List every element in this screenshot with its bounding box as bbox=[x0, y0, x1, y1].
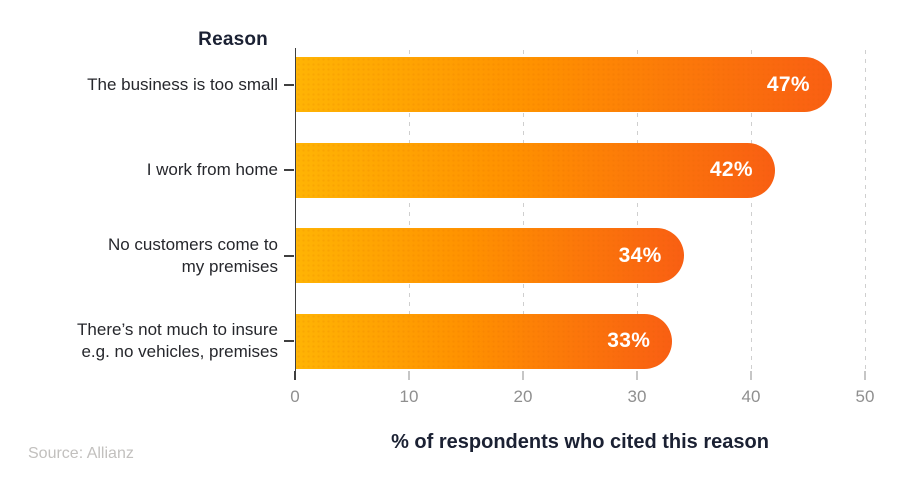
bar-value-label: 47% bbox=[766, 72, 810, 96]
x-tick-label: 50 bbox=[855, 387, 875, 406]
x-axis-tick bbox=[864, 371, 866, 380]
x-axis-tick bbox=[636, 371, 638, 380]
bar-value-label: 42% bbox=[709, 158, 753, 181]
x-axis-tick bbox=[408, 371, 410, 380]
x-tick-label: 30 bbox=[627, 387, 647, 406]
x-axis-tick bbox=[750, 371, 752, 380]
y-axis-line bbox=[294, 48, 296, 379]
category-label: The business is too small bbox=[87, 74, 278, 94]
y-axis-tick bbox=[284, 340, 294, 342]
chart-title: Reason bbox=[198, 29, 268, 50]
y-axis-tick bbox=[284, 254, 294, 257]
bar: 33% bbox=[296, 313, 672, 369]
bar-value-label: 33% bbox=[607, 329, 651, 352]
x-tick-label: 0 bbox=[290, 387, 300, 406]
gridline bbox=[750, 50, 752, 370]
bar: 34% bbox=[296, 228, 684, 283]
gridline bbox=[408, 50, 410, 370]
y-axis-tick bbox=[284, 83, 294, 86]
source-note: Source: Allianz bbox=[28, 445, 134, 462]
y-axis-tick bbox=[284, 169, 294, 171]
x-axis-title: % of respondents who cited this reason bbox=[391, 431, 769, 453]
x-tick-label: 20 bbox=[513, 387, 533, 406]
bar: 47% bbox=[296, 57, 832, 112]
category-label: No customers come to my premises bbox=[107, 234, 278, 276]
x-axis-tick bbox=[294, 371, 296, 380]
x-tick-label: 10 bbox=[399, 387, 419, 406]
bar: 42% bbox=[296, 142, 775, 198]
bar-value-label: 34% bbox=[618, 243, 662, 267]
category-label: There’s not much to insure e.g. no vehic… bbox=[77, 320, 278, 361]
category-label: I work from home bbox=[146, 160, 278, 179]
x-axis-tick bbox=[522, 371, 524, 380]
gridline bbox=[522, 50, 524, 370]
gridline bbox=[864, 50, 866, 370]
gridline bbox=[636, 50, 638, 370]
x-tick-label: 40 bbox=[741, 387, 761, 406]
